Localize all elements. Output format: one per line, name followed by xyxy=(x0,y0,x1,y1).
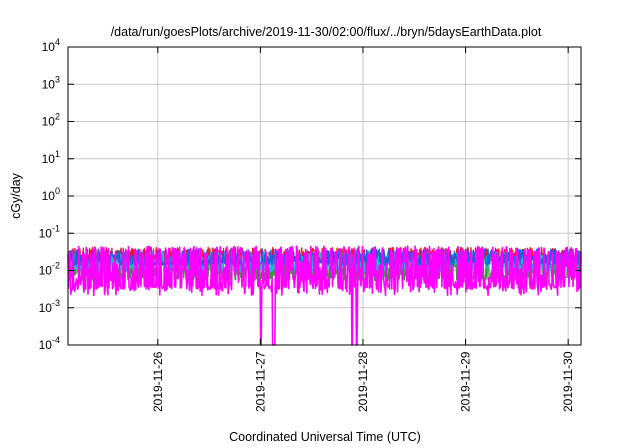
axes xyxy=(67,46,582,346)
x-tick-label: 2019-11-29 xyxy=(459,351,473,412)
chart-title: /data/run/goesPlots/archive/2019-11-30/0… xyxy=(111,25,542,39)
plot-frame xyxy=(67,46,582,346)
y-tick-labels: 10-4 10-3 10-2 10-1 100 101 102 103 104 xyxy=(39,37,60,352)
x-tick-labels: 2019-11-26 2019-11-27 2019-11-28 2019-11-29… xyxy=(151,351,575,412)
grid xyxy=(68,47,581,345)
y-tick-label: 102 xyxy=(42,112,60,129)
x-axis-label: Coordinated Universal Time (UTC) xyxy=(229,430,421,444)
y-tick-label: 104 xyxy=(42,37,60,54)
y-tick-label: 10-3 xyxy=(39,298,60,315)
series-layer xyxy=(67,245,582,346)
y-tick-label: 100 xyxy=(42,186,60,203)
y-tick-label: 10-4 xyxy=(39,335,60,352)
y-tick-label: 103 xyxy=(42,74,60,91)
y-tick-label: 101 xyxy=(42,149,60,166)
x-tick-label: 2019-11-28 xyxy=(356,351,370,412)
y-tick-label: 10-2 xyxy=(39,261,60,278)
x-tick-label: 2019-11-26 xyxy=(151,351,165,412)
series-line-5 xyxy=(67,245,582,346)
x-tick-label: 2019-11-30 xyxy=(561,351,575,412)
y-tick-label: 10-1 xyxy=(39,223,60,240)
y-axis-label: cGy/day xyxy=(9,172,23,219)
x-tick-label: 2019-11-27 xyxy=(253,351,267,412)
